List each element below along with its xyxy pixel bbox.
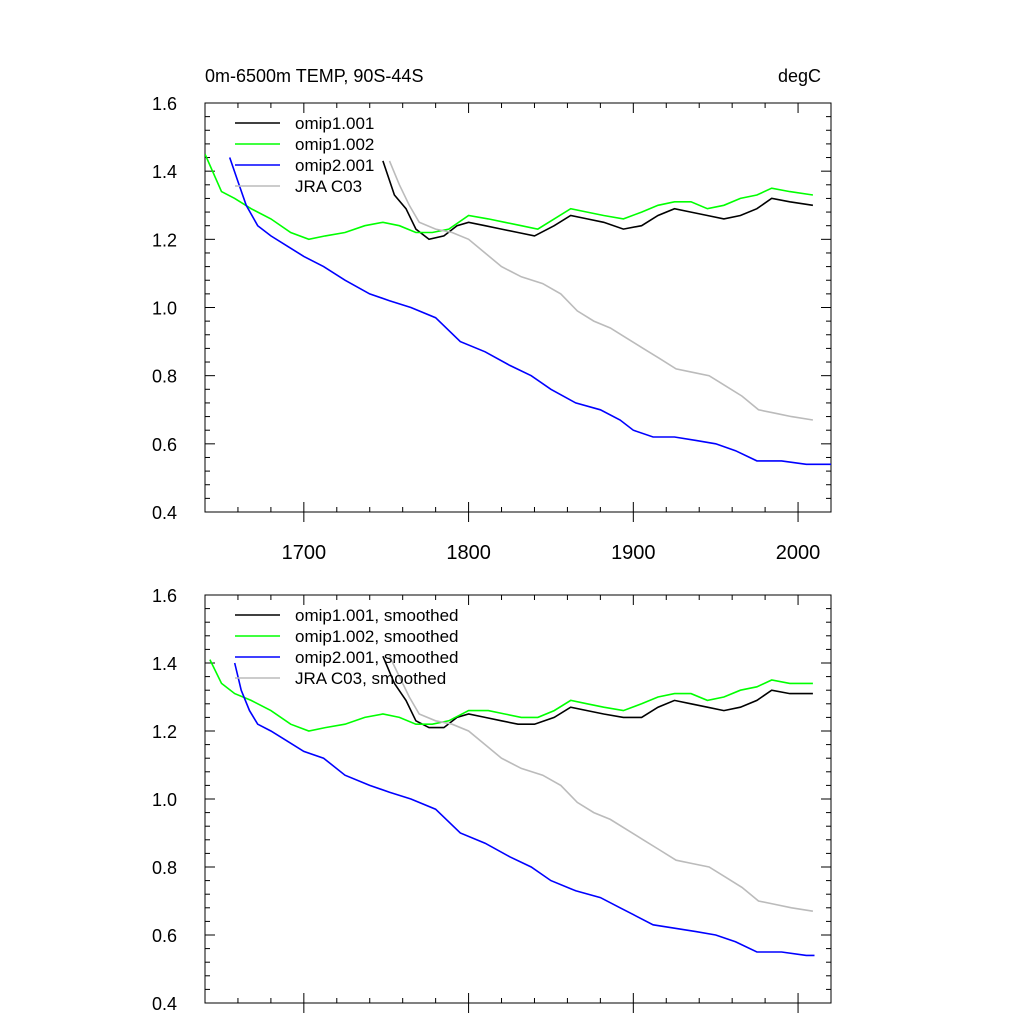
top-chart: 0.4 0.6 0.8 1.0 1.2 1.4 1.6 1700 1800 1900 2000 0m-… (152, 66, 832, 564)
legend-label: JRA C03, smoothed (295, 669, 446, 688)
legend-label: JRA C03 (295, 177, 362, 196)
series-line-3 (228, 157, 831, 466)
series-line-2 (205, 153, 814, 241)
series-line-3 (233, 662, 815, 957)
y-tick-label: 0.8 (152, 367, 177, 387)
y-tick-label: 1.0 (152, 790, 177, 810)
series-line-4 (388, 655, 814, 912)
legend-label: omip2.001, smoothed (295, 648, 459, 667)
x-tick-label: 2000 (776, 542, 821, 564)
series-line-1 (382, 160, 814, 241)
y-tick-label: 1.0 (152, 299, 177, 319)
legend-label: omip1.001, smoothed (295, 606, 459, 625)
bottom-chart: 0.4 0.6 0.8 1.0 1.2 1.4 1.6 omip1.001, smoothed… (152, 586, 832, 1014)
y-tick-label: 0.4 (152, 994, 177, 1014)
y-tick-label: 1.2 (152, 230, 177, 250)
series-line-2 (209, 659, 813, 732)
series-line-4 (388, 160, 814, 421)
y-tick-label: 0.6 (152, 926, 177, 946)
x-tick-label: 1700 (282, 542, 327, 564)
legend-label: omip1.002 (295, 135, 374, 154)
y-tick-label: 0.6 (152, 435, 177, 455)
y-tick-label: 1.6 (152, 94, 177, 114)
y-tick-label: 1.4 (152, 654, 177, 674)
x-tick-label: 1900 (611, 542, 656, 564)
legend-label: omip1.001 (295, 114, 374, 133)
chart-title: 0m-6500m TEMP, 90S-44S (205, 66, 423, 86)
y-tick-label: 0.4 (152, 503, 177, 523)
units-label: degC (778, 66, 821, 86)
y-tick-label: 1.2 (152, 722, 177, 742)
y-tick-label: 1.6 (152, 586, 177, 606)
series-line-1 (382, 655, 813, 729)
legend-label: omip2.001 (295, 156, 374, 175)
y-tick-label: 0.8 (152, 858, 177, 878)
legend-label: omip1.002, smoothed (295, 627, 459, 646)
x-tick-label: 1800 (446, 542, 491, 564)
y-tick-label: 1.4 (152, 162, 177, 182)
